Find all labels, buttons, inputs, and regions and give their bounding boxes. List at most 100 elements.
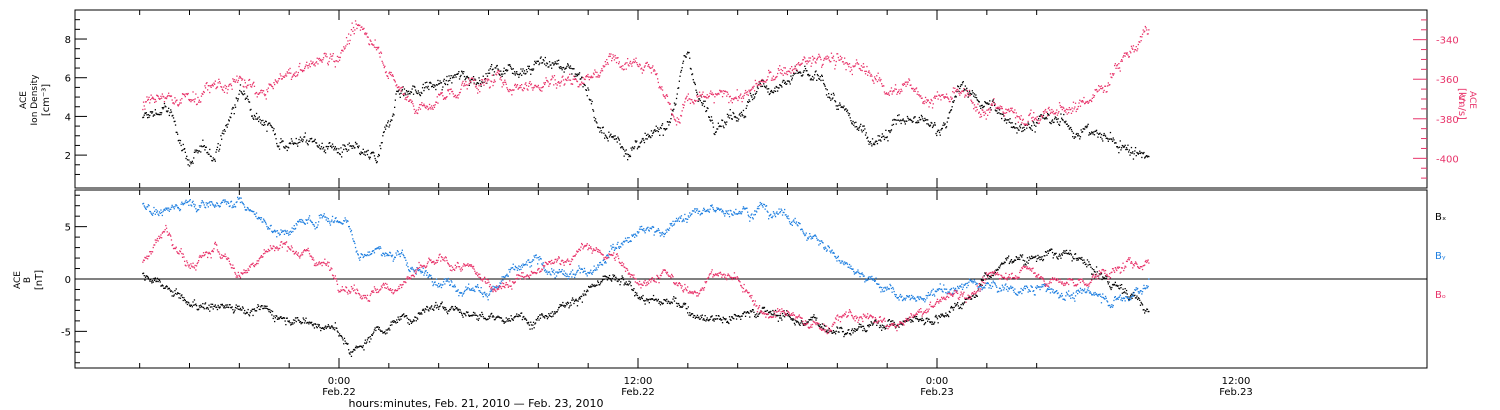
density-series-point — [499, 74, 501, 76]
density-series-point — [614, 135, 616, 137]
bx-series-point — [408, 318, 410, 321]
vx-series-point — [212, 85, 214, 87]
density-series-point — [323, 150, 325, 153]
bx-series-point — [784, 313, 786, 315]
density-series-point — [331, 147, 333, 149]
bx-series-point — [690, 313, 692, 316]
by-series-point — [432, 284, 434, 287]
density-series-point — [1024, 124, 1026, 126]
bx-series-point — [772, 314, 775, 316]
vx-series-point — [1118, 63, 1120, 65]
vx-series-point — [156, 94, 158, 96]
bx-series-point — [768, 311, 770, 313]
density-series-point — [1067, 125, 1069, 128]
vx-series-point — [535, 85, 537, 88]
density-series-point — [761, 85, 763, 87]
vx-series-point — [1134, 49, 1136, 51]
vx-series-point — [1100, 87, 1102, 90]
by-series-point — [468, 288, 470, 290]
bx-series-point — [525, 319, 528, 321]
density-series-point — [1079, 136, 1082, 138]
density-series-point — [322, 146, 325, 149]
vx-series-point — [927, 100, 929, 102]
density-series-point — [239, 84, 242, 86]
bx-series-point — [420, 312, 422, 314]
density-series-point — [225, 124, 228, 126]
by-series-point — [448, 281, 450, 283]
vx-series-point — [916, 93, 918, 95]
density-series-point — [411, 88, 413, 90]
bx-series-point — [631, 288, 633, 291]
density-series-point — [907, 117, 909, 119]
vx-series-point — [285, 73, 287, 75]
vx-series-point — [680, 114, 682, 117]
density-series-point — [534, 62, 537, 64]
vx-series-point — [218, 81, 221, 83]
vx-series-point — [417, 112, 419, 115]
vx-series-point — [1038, 122, 1040, 125]
density-series-point — [547, 66, 549, 68]
bx-series-point — [237, 308, 239, 310]
density-series-point — [371, 152, 373, 154]
bx-series-point — [680, 305, 682, 308]
by-series-point — [227, 201, 229, 203]
density-series-point — [306, 142, 309, 145]
bx-series-point — [787, 315, 789, 317]
density-series-point — [647, 133, 649, 135]
density-series-point — [724, 122, 726, 124]
vx-series-point — [174, 101, 177, 103]
bx-series-point — [598, 284, 600, 286]
density-series-point — [551, 67, 553, 69]
by-series-point — [373, 252, 376, 254]
by-series-point — [321, 217, 323, 219]
vx-series-point — [383, 66, 385, 69]
bx-series-point — [320, 329, 322, 332]
bx-series-point — [587, 290, 589, 292]
vx-series-point — [808, 57, 810, 59]
density-series-point — [386, 125, 388, 127]
bx-series-point — [932, 323, 934, 325]
by-series-point — [202, 202, 205, 204]
bx-series-point — [249, 312, 251, 314]
vx-series-point — [980, 115, 983, 118]
by-series-point — [330, 220, 332, 223]
by-series-point — [239, 197, 241, 199]
by-series-point — [305, 219, 307, 221]
bx-series-point — [1010, 259, 1013, 261]
bx-series-point — [916, 318, 918, 320]
bx-series-point — [256, 306, 258, 309]
bx-series-point — [1096, 271, 1098, 273]
density-series-point — [560, 67, 563, 69]
density-series-point — [202, 139, 204, 141]
vx-series-point — [795, 68, 797, 70]
bx-series-point — [652, 298, 654, 300]
density-series-point — [358, 145, 360, 147]
by-series-point — [371, 250, 373, 253]
density-series-point — [1036, 122, 1038, 124]
vx-series-point — [1093, 95, 1096, 97]
bx-series-point — [261, 305, 263, 307]
by-series-point — [447, 280, 449, 282]
vx-series-point — [1146, 33, 1149, 35]
density-series-point — [1128, 151, 1130, 153]
density-series-point — [392, 113, 394, 115]
density-series-point — [995, 110, 997, 112]
vx-series-point — [345, 45, 347, 47]
bx-series-point — [634, 291, 636, 294]
by-series-point — [240, 197, 242, 199]
vx-series-point — [827, 57, 829, 60]
density-series-point — [701, 104, 703, 106]
bx-series-point — [649, 298, 651, 300]
by-series-point — [169, 208, 171, 211]
bx-series-point — [943, 316, 946, 318]
bx-series-point — [807, 321, 809, 323]
vx-series-point — [703, 96, 706, 98]
density-series-point — [869, 141, 871, 143]
vx-series-point — [306, 65, 309, 67]
bx-series-point — [744, 315, 747, 317]
vx-series-point — [628, 65, 630, 67]
vx-series-point — [691, 101, 694, 103]
density-series-point — [551, 62, 553, 64]
by-series-point — [151, 214, 154, 216]
by-series-point — [203, 204, 205, 206]
